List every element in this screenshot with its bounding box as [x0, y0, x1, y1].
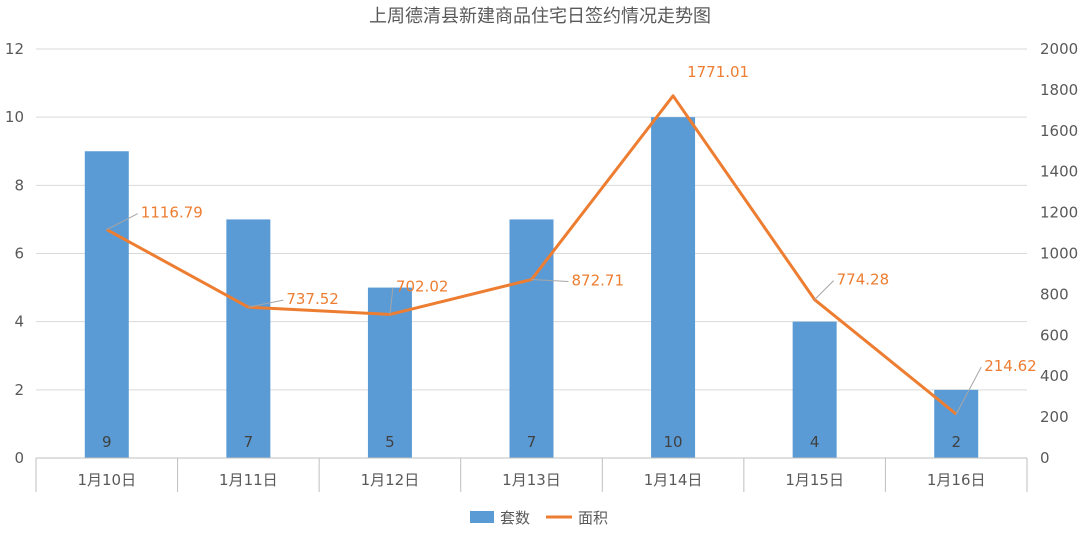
leader-line	[814, 280, 834, 301]
y-left-tick-label: 0	[14, 449, 24, 467]
y-axis-right: 0 200 400 600 800 1000 1200 1400 1600 1800 2000	[1040, 40, 1078, 467]
bar	[792, 321, 837, 458]
line-data-label: 737.52	[286, 290, 339, 308]
line-data-label: 774.28	[837, 271, 890, 289]
y-left-tick-label: 6	[14, 245, 24, 263]
y-right-tick-label: 2000	[1040, 40, 1078, 58]
y-right-tick-label: 1200	[1040, 204, 1078, 222]
line-data-label: 214.62	[984, 357, 1037, 375]
x-tick-label: 1月16日	[927, 471, 986, 489]
y-left-tick-label: 4	[14, 313, 24, 331]
line-data-label: 1771.01	[687, 63, 749, 81]
x-tick-label: 1月11日	[219, 471, 278, 489]
y-right-tick-label: 1400	[1040, 163, 1078, 181]
bar-data-label: 5	[385, 433, 395, 451]
bar-data-label: 7	[527, 433, 537, 451]
bar-data-label: 7	[244, 433, 254, 451]
leader-line	[955, 366, 982, 415]
line-data-label: 702.02	[396, 277, 449, 295]
x-axis: 1月10日 1月11日 1月12日 1月13日 1月14日 1月15日 1月16日	[35, 457, 1028, 492]
y-left-tick-label: 2	[14, 381, 24, 399]
line-series: 1116.79 737.52 702.02 872.71 1771.01 774.28 21…	[106, 63, 1037, 416]
bar	[509, 219, 554, 458]
y-axis-left: 0 2 4 6 8 10 12	[5, 40, 24, 467]
leader-line	[106, 213, 139, 231]
bar	[84, 151, 129, 458]
x-tick-label: 1月13日	[502, 471, 561, 489]
bar-data-label: 10	[664, 433, 683, 451]
line-data-label: 1116.79	[141, 204, 203, 222]
y-left-tick-label: 12	[5, 40, 24, 58]
x-tick-label: 1月14日	[644, 471, 703, 489]
x-tick-label: 1月15日	[785, 471, 844, 489]
bar	[367, 287, 412, 458]
y-right-tick-label: 1000	[1040, 245, 1078, 263]
leader-line	[248, 299, 284, 308]
y-left-tick-label: 8	[14, 176, 24, 194]
bar-data-label: 9	[102, 433, 112, 451]
leader-line	[531, 279, 569, 283]
y-right-tick-label: 200	[1040, 408, 1069, 426]
legend: 套数 面积	[470, 509, 608, 527]
y-right-tick-label: 400	[1040, 367, 1069, 385]
bar-series: 9 7 5 7 10 4 2	[84, 117, 979, 459]
chart-title: 上周德清县新建商品住宅日签约情况走势图	[369, 6, 711, 27]
x-tick-label: 1月12日	[361, 471, 420, 489]
y-right-tick-label: 800	[1040, 285, 1069, 303]
legend-label-bar: 套数	[500, 509, 530, 527]
y-right-tick-label: 0	[1040, 449, 1050, 467]
legend-swatch-bar	[470, 511, 494, 523]
leader-line	[389, 287, 394, 315]
bar-data-label: 2	[951, 433, 961, 451]
legend-label-line: 面积	[578, 509, 608, 527]
line-data-label: 872.71	[572, 272, 625, 290]
y-right-tick-label: 1800	[1040, 81, 1078, 99]
bar-data-label: 4	[810, 433, 820, 451]
y-right-tick-label: 1600	[1040, 122, 1078, 140]
y-left-tick-label: 10	[5, 108, 24, 126]
bar	[651, 117, 696, 459]
x-tick-label: 1月10日	[77, 471, 136, 489]
y-right-tick-label: 600	[1040, 326, 1069, 344]
bar	[226, 219, 271, 458]
